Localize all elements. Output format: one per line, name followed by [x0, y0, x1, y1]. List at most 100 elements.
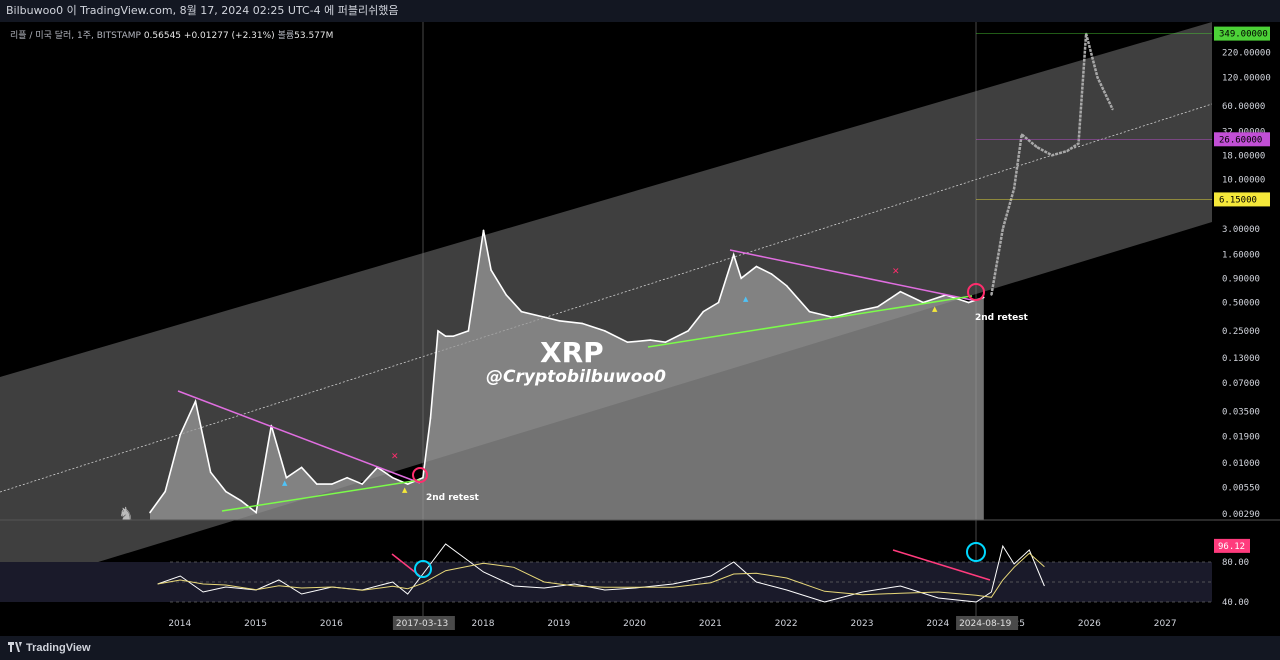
price-point	[452, 335, 455, 337]
support-line-2014	[221, 479, 421, 512]
x-tick-label: 2020	[623, 619, 646, 629]
symbol-legend: 리플 / 미국 달러, 1주, BITSTAMP 0.56545 +0.0127…	[10, 28, 333, 41]
y-tick-label: 120.00000	[1222, 73, 1271, 83]
x-tick-label: 2022	[775, 619, 798, 629]
price-point	[444, 335, 447, 337]
price-point	[429, 417, 432, 419]
price-label-box	[1214, 26, 1270, 41]
price-point	[899, 290, 902, 293]
price-point	[687, 330, 689, 332]
annotation-2nd-retest-2: 2nd retest	[975, 313, 1029, 323]
x-tick-label: 2023	[851, 619, 874, 629]
price-point	[1066, 150, 1068, 152]
publish-bar: Bilbuwoo0 이 TradingView.com, 8월 17, 2024…	[0, 0, 1280, 22]
price-point	[740, 277, 743, 280]
date-label-box	[392, 616, 455, 630]
retest-circle-2017	[412, 467, 428, 483]
price-point	[876, 305, 879, 308]
price-point	[331, 483, 333, 485]
channel-midline	[0, 103, 1213, 493]
support-line-2021	[647, 295, 973, 348]
price-point	[1020, 133, 1023, 136]
triangle-marker-2021: ▲	[743, 295, 749, 303]
x-tick-label: 2027	[1154, 619, 1177, 629]
price-point	[1111, 108, 1114, 111]
price-point	[1013, 187, 1015, 190]
price-point	[164, 490, 166, 493]
y-tick-label: 60.00000	[1222, 102, 1265, 112]
price-point	[315, 483, 318, 485]
price-area-fill	[150, 230, 984, 521]
price-point	[240, 499, 242, 502]
rsi-tick-label: 80.00	[1222, 558, 1249, 568]
y-axis-ticks: 220.00000120.0000060.0000032.0000018.000…	[1222, 49, 1271, 608]
symbol-name: 리플 / 미국 달러, 1주, BITSTAMP	[10, 31, 141, 41]
price-label-box	[1214, 192, 1270, 207]
price-label-value: 6.15000	[1219, 195, 1257, 205]
triangle-marker-2015: ▲	[282, 479, 288, 487]
price-point	[361, 483, 364, 485]
y-tick-label: 0.07000	[1222, 379, 1260, 389]
resistance-line-2021	[729, 249, 973, 301]
price-chart-svg[interactable]: ✕ ✕ ▲ ▲ ▲ ▲ ♞ XRP @Cryptobilbuwoo0 2nd r…	[0, 22, 1280, 636]
retest-circle-2024	[967, 283, 985, 301]
date-labels: 2017-03-13 2024-08-19	[392, 616, 1019, 630]
price-point	[649, 339, 652, 341]
y-tick-label: 3.00000	[1222, 225, 1260, 235]
volume-label: 볼륨	[277, 31, 295, 41]
price-point	[808, 310, 811, 313]
price-point	[922, 301, 924, 304]
price-point	[179, 433, 182, 436]
annotation-2nd-retest-1: 2nd retest	[426, 493, 480, 503]
x-tick-label: 2019	[547, 619, 570, 629]
chart-title: XRP	[540, 336, 604, 369]
price-point	[990, 294, 993, 296]
y-tick-label: 0.00550	[1222, 484, 1260, 494]
price-point	[209, 471, 212, 474]
chart-area[interactable]: ✕ ✕ ▲ ▲ ▲ ▲ ♞ XRP @Cryptobilbuwoo0 2nd r…	[0, 22, 1280, 636]
dino-icon: ♞	[118, 504, 134, 525]
price-point	[1077, 142, 1080, 145]
y-tick-label: 0.00290	[1222, 510, 1260, 520]
y-tick-label: 0.13000	[1222, 354, 1260, 364]
rsi-tick-label: 40.00	[1222, 598, 1249, 608]
price-point	[255, 511, 257, 514]
rsi-circle-2017	[414, 560, 432, 578]
price-point	[854, 310, 856, 313]
y-tick-label: 0.50000	[1222, 298, 1260, 308]
date-label: 2017-03-13	[396, 619, 448, 629]
price-point	[626, 341, 629, 343]
tradingview-logo-icon[interactable]	[8, 642, 22, 652]
price-point	[543, 316, 545, 318]
y-tick-label: 0.25000	[1222, 327, 1260, 337]
x-tick-label: 2016	[320, 619, 343, 629]
price-point	[520, 310, 523, 313]
price-line-historical	[149, 230, 985, 514]
price-point	[467, 330, 470, 332]
last-price: 0.56545	[143, 31, 182, 41]
y-tick-label: 10.00000	[1222, 175, 1265, 185]
footer-brand[interactable]: TradingView	[26, 642, 91, 654]
price-point	[1051, 154, 1053, 157]
rsi-value-box	[1214, 538, 1250, 553]
y-tick-label: 0.03500	[1222, 408, 1260, 418]
y-tick-label: 1.60000	[1222, 251, 1260, 261]
chart-subtitle: @Cryptobilbuwoo0	[486, 367, 666, 387]
price-point	[581, 322, 583, 325]
rsi-resistance-2023	[892, 549, 991, 581]
price-point	[717, 301, 720, 304]
price-change: +0.01277 (+2.31%)	[183, 31, 275, 41]
publish-text: Bilbuwoo0 이 TradingView.com, 8월 17, 2024…	[6, 4, 399, 17]
price-point	[391, 476, 394, 479]
triangle-marker-2024: ▲	[932, 305, 938, 313]
price-point	[785, 285, 788, 287]
price-point	[490, 269, 492, 271]
rsi-ma-line	[157, 552, 1045, 598]
cross-marker-2023: ✕	[892, 267, 900, 277]
price-point	[422, 476, 424, 479]
main-plot	[149, 32, 1114, 521]
price-point	[505, 294, 508, 296]
y-tick-label: 0.01900	[1222, 433, 1260, 443]
date-label-box	[956, 616, 1019, 630]
price-point	[1036, 146, 1038, 148]
